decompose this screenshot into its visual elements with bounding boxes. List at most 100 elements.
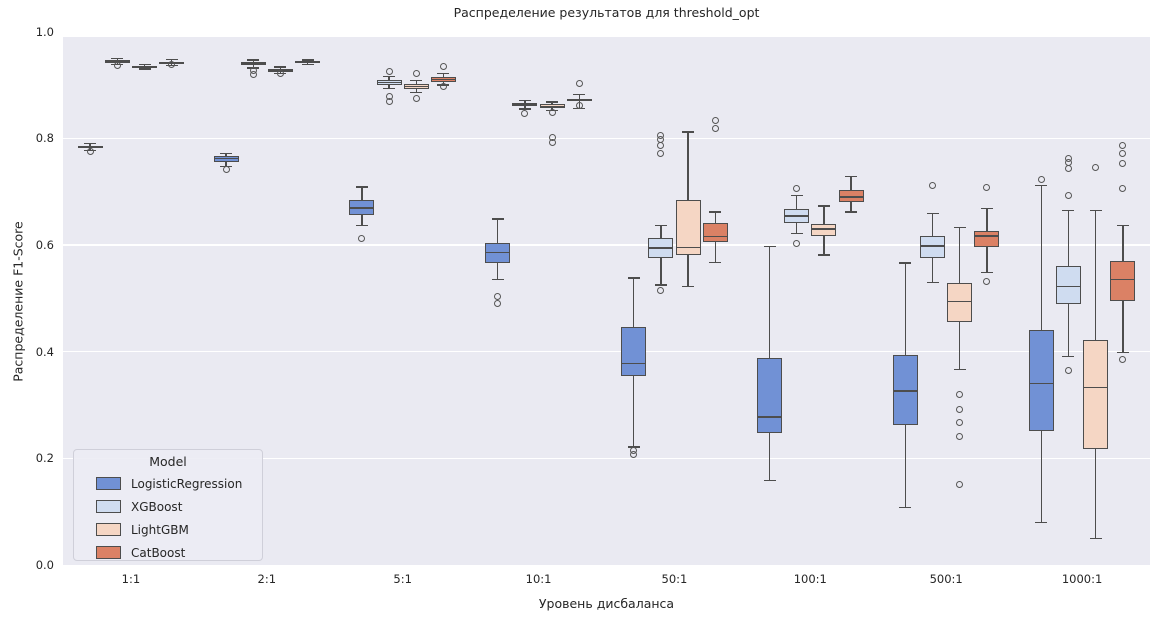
legend-swatch-xgboost-icon [96, 500, 121, 513]
outlier-point [1037, 175, 1045, 183]
outlier-point [657, 287, 665, 295]
outlier-point [711, 124, 719, 132]
whisker-cap-top [518, 99, 531, 102]
median-line [784, 215, 810, 217]
outlier-point [168, 61, 176, 69]
whisker-cap-bottom [709, 261, 722, 264]
whisker-cap-top [138, 63, 151, 65]
boxplot-box [1028, 329, 1054, 432]
outlier-point [1064, 164, 1072, 172]
whisker-cap-bottom [1062, 355, 1075, 358]
y-axis-label: Распределение F1-Score [10, 221, 26, 382]
median-line [648, 247, 674, 249]
median-line [702, 235, 728, 238]
median-line [1055, 285, 1081, 288]
x-tick-label: 50:1 [661, 572, 688, 586]
outlier-point [113, 61, 121, 69]
outlier-point [793, 239, 801, 247]
outlier-point [276, 69, 284, 77]
y-tick-label: 1.0 [35, 25, 54, 39]
whisker-cap-top [790, 194, 803, 197]
outlier-point [630, 451, 638, 459]
whisker-cap-bottom [682, 285, 695, 288]
median-line [213, 157, 239, 160]
median-line [376, 81, 402, 84]
y-tick-label: 0.8 [35, 131, 54, 146]
outlier-point [956, 419, 964, 427]
median-line [430, 78, 456, 81]
outlier-point [657, 141, 665, 149]
median-line [892, 390, 918, 392]
median-line [947, 300, 973, 303]
whisker-cap-top [383, 75, 396, 78]
outlier-point [222, 165, 230, 173]
median-line [920, 245, 946, 247]
outlier-point [575, 101, 583, 109]
whisker-cap-top [654, 224, 667, 226]
outlier-point [548, 138, 556, 146]
outlier-point [1119, 159, 1127, 167]
legend: Model LogisticRegression XGBoost LightGB… [73, 449, 263, 561]
boxplot-box [702, 223, 728, 243]
whisker-cap-top [845, 176, 858, 178]
legend-title: Model [149, 454, 187, 469]
outlier-point [412, 94, 420, 102]
whisker-cap-top [165, 58, 178, 61]
whisker-cap-bottom [138, 68, 151, 70]
boxplot-box [974, 231, 1000, 247]
whisker-cap-bottom [654, 284, 667, 286]
x-tick-label: 100:1 [793, 572, 827, 586]
median-line [811, 228, 837, 230]
x-tick-label: 1:1 [121, 572, 141, 586]
legend-swatch-lightgbm-icon [96, 523, 121, 536]
whisker-cap-top [573, 93, 586, 96]
whisker-cap-top [1116, 225, 1129, 227]
legend-item-xgboost: XGBoost [74, 495, 262, 518]
whisker-cap-top [899, 262, 912, 264]
whisker-cap-bottom [518, 108, 531, 110]
outlier-point [1064, 366, 1072, 374]
whisker-cap-top [437, 73, 450, 75]
legend-item-lightgbm: LightGBM [74, 518, 262, 541]
whisker-cap-bottom [383, 88, 396, 90]
median-line [675, 246, 701, 249]
outlier-point [983, 183, 991, 191]
outlier-point [385, 98, 393, 106]
whisker-cap-top [980, 207, 993, 209]
median-line [1028, 382, 1054, 385]
whisker-cap-bottom [410, 91, 423, 94]
outlier-point [548, 109, 556, 117]
outlier-point [575, 80, 583, 88]
whisker-cap-top [111, 57, 124, 60]
chart-title: Распределение результатов для threshold_… [453, 5, 760, 20]
x-axis-label: Уровень дисбаланса [538, 596, 675, 611]
legend-item-label: LogisticRegression [131, 476, 243, 491]
outlier-point [956, 405, 964, 413]
median-line [838, 196, 864, 198]
whisker-cap-bottom [899, 506, 912, 509]
boxplot-box [811, 224, 837, 236]
outlier-point [711, 116, 719, 124]
whisker-cap-bottom [845, 211, 858, 213]
whisker-cap-top [274, 66, 287, 68]
median-line [104, 60, 130, 63]
whisker-cap-top [355, 186, 368, 188]
median-line [77, 146, 103, 149]
whisker-cap-top [84, 142, 97, 145]
outlier-point [983, 278, 991, 286]
median-line [974, 235, 1000, 237]
median-line [566, 99, 592, 101]
whisker-cap-bottom [980, 271, 993, 273]
outlier-point [1119, 141, 1127, 149]
outlier-point [249, 70, 257, 78]
y-tick-label: 0.4 [35, 344, 54, 359]
whisker-cap-bottom [1089, 537, 1102, 540]
whisker-cap-bottom [491, 278, 504, 281]
median-line [132, 66, 158, 68]
outlier-point [358, 234, 366, 242]
legend-swatch-logisticregression-icon [96, 477, 121, 490]
x-tick-label: 10:1 [525, 572, 552, 586]
boxplot-box [675, 200, 701, 256]
whisker-cap-top [546, 101, 559, 103]
